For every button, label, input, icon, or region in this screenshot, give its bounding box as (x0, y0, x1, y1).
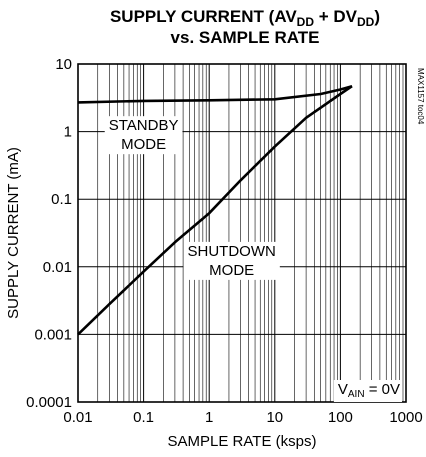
label-line: MODE (209, 262, 254, 279)
y-axis-ticks: 10 1 0.1 0.01 0.001 0.0001 (26, 56, 72, 411)
condition-prefix: V (338, 381, 348, 398)
series-labels: STANDBY MODE SHUTDOWN MODE (104, 116, 280, 280)
x-tick-label: 100 (328, 409, 353, 426)
condition-subscript: AIN (348, 389, 365, 400)
y-tick-label: 0.01 (43, 259, 72, 276)
x-tick-label: 0.01 (63, 409, 92, 426)
label-background (183, 241, 280, 280)
label-background (104, 116, 183, 155)
label-line: STANDBY (109, 117, 179, 134)
x-axis-ticks: 0.01 0.1 1 10 100 1000 (63, 409, 422, 426)
title-text: ) (374, 7, 380, 26)
title-subscript: DD (357, 15, 375, 29)
y-tick-label: 0.001 (34, 326, 72, 343)
grid (78, 64, 406, 402)
chart-title: SUPPLY CURRENT (AVDD + DVDD) vs. SAMPLE … (110, 7, 380, 47)
y-tick-label: 1 (64, 124, 72, 141)
y-axis-label: SUPPLY CURRENT (mA) (5, 147, 22, 319)
condition-annotation: VAIN = 0V (333, 380, 402, 402)
figure-code: MAX1157 toc04 (416, 68, 425, 125)
series-line-shutdown (77, 85, 353, 336)
x-tick-label: 0.1 (133, 409, 154, 426)
label-line: MODE (121, 136, 166, 153)
annotation-background (333, 380, 402, 402)
x-tick-label: 10 (266, 409, 283, 426)
plot-frame (77, 63, 407, 403)
series-label-text: SHUTDOWN MODE (187, 243, 275, 279)
condition-suffix: = 0V (365, 381, 400, 398)
title-text: SUPPLY CURRENT (AV (110, 7, 297, 26)
title-subscript: DD (297, 15, 315, 29)
x-axis-label: SAMPLE RATE (ksps) (168, 433, 317, 450)
series-label-text: STANDBY MODE (109, 117, 179, 153)
series-label-shutdown: SHUTDOWN MODE (183, 241, 280, 280)
x-tick-label: 1 (205, 409, 213, 426)
series-label-standby: STANDBY MODE (104, 116, 183, 155)
x-tick-label: 1000 (389, 409, 422, 426)
title-line-1: SUPPLY CURRENT (AVDD + DVDD) (110, 7, 380, 29)
y-tick-label: 0.0001 (26, 394, 72, 411)
condition-text: VAIN = 0V (338, 381, 400, 400)
label-line: SHUTDOWN (187, 243, 275, 260)
y-tick-label: 10 (55, 56, 72, 73)
series-line-standby (77, 84, 353, 104)
y-tick-label: 0.1 (51, 191, 72, 208)
title-line-2: vs. SAMPLE RATE (171, 28, 320, 47)
series-lines (77, 84, 353, 336)
title-text: + DV (314, 7, 358, 26)
